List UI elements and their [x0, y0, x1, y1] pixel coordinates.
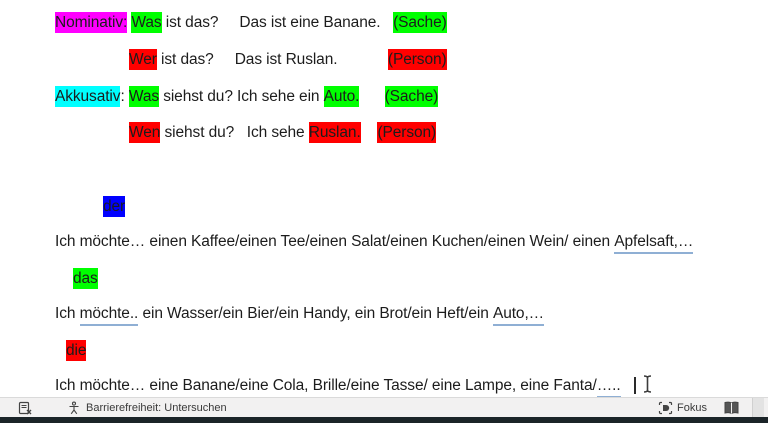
read-mode-button[interactable] [719, 400, 744, 416]
highlighted-run: das [73, 268, 98, 289]
text-run: Auto,… [492, 303, 544, 326]
text-line[interactable]: die [66, 340, 86, 361]
highlighted-run: Wen [129, 122, 161, 143]
text-run: ….. [596, 375, 621, 398]
text-run: ist das? Das ist Ruslan. [156, 51, 388, 68]
text-run: Ich möchte… einen Kaffee/einen Tee/einen… [55, 233, 615, 250]
highlighted-run: (Person) [377, 122, 437, 143]
highlighted-run: Was [128, 86, 159, 107]
status-bar: Barrierefreiheit: Untersuchen Fokus [0, 397, 768, 418]
highlighted-run: Nominativ: [55, 12, 128, 33]
accessibility-checker-button[interactable]: Barrierefreiheit: Untersuchen [63, 400, 231, 416]
view-buttons-partial[interactable] [752, 397, 764, 418]
text-run: Ich [55, 305, 80, 322]
text-run [359, 86, 384, 107]
text-line[interactable]: Ich möchte.. ein Wasser/ein Bier/ein Han… [55, 303, 544, 326]
text-run: ein Wasser/ein Bier/ein Handy, ein Brot/… [138, 305, 493, 322]
text-line[interactable]: Wer ist das? Das ist Ruslan. (Person) [129, 49, 447, 70]
highlighted-run: Auto. [323, 86, 360, 107]
text-run: : [120, 88, 129, 105]
proofing-errors-icon [18, 401, 32, 414]
text-line[interactable]: das [73, 268, 98, 289]
text-line[interactable]: Nominativ: Was ist das? Das ist eine Ban… [55, 12, 447, 33]
highlighted-run: Akkusativ [55, 86, 121, 107]
highlighted-run: Was [131, 12, 162, 33]
focus-mode-label: Fokus [677, 401, 707, 414]
ibeam-cursor [643, 375, 652, 393]
text-run: möchte.. [79, 303, 138, 326]
highlighted-run: (Person) [387, 49, 447, 70]
taskbar-edge [0, 417, 768, 423]
accessibility-checker-icon [69, 401, 79, 414]
text-line[interactable]: Ich möchte… eine Banane/eine Cola, Brill… [55, 375, 621, 398]
highlighted-run: Ruslan. [308, 122, 361, 143]
text-run: siehst du? Ich sehe ein [158, 88, 324, 105]
text-line[interactable]: Akkusativ: Was siehst du? Ich sehe ein A… [55, 86, 438, 107]
read-mode-icon [724, 401, 739, 414]
accessibility-status-label: Barrierefreiheit: Untersuchen [86, 401, 227, 414]
document-area[interactable]: Nominativ: Was ist das? Das ist eine Ban… [0, 0, 768, 403]
focus-mode-button[interactable]: Fokus [654, 400, 711, 416]
text-run: Ich möchte… eine Banane/eine Cola, Brill… [55, 377, 597, 394]
text-line[interactable]: Ich möchte… einen Kaffee/einen Tee/einen… [55, 231, 693, 254]
focus-mode-icon [658, 401, 673, 414]
proofing-status-button[interactable] [14, 400, 37, 416]
text-line[interactable]: Wen siehst du? Ich sehe Ruslan. (Person) [129, 122, 436, 143]
text-run [361, 122, 378, 143]
highlighted-run: Wer [129, 49, 157, 70]
text-run: ist das? Das ist eine Banane. [161, 14, 394, 31]
text-line[interactable]: der [103, 196, 125, 217]
text-run: siehst du? Ich sehe [160, 124, 309, 141]
highlighted-run: (Sache) [393, 12, 447, 33]
text-caret [634, 377, 636, 394]
highlighted-run: (Sache) [384, 86, 439, 107]
highlighted-run: die [66, 340, 87, 361]
highlighted-run: der [103, 196, 126, 217]
text-run: Apfelsaft,… [614, 231, 693, 254]
